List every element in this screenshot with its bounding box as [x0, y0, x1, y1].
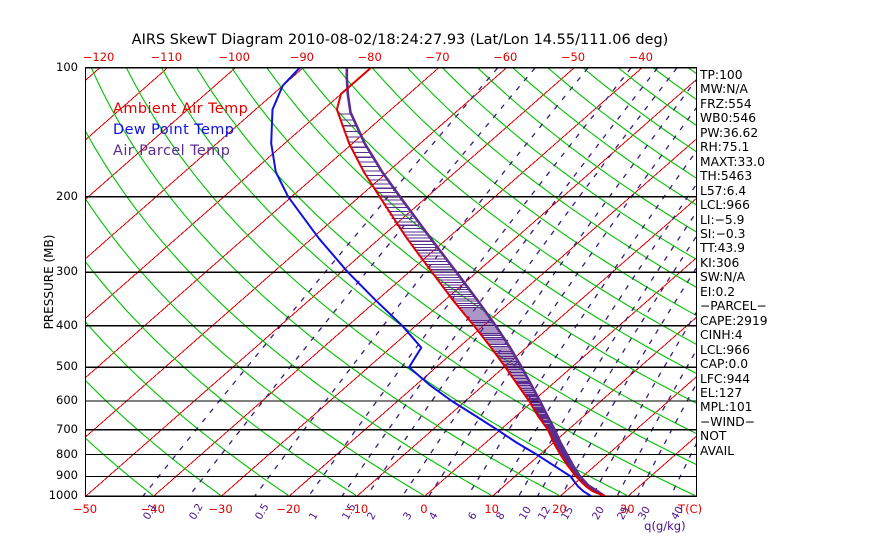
stat-row: CAP:0.0: [700, 357, 749, 372]
top-temp-tick: −80: [357, 50, 382, 64]
bottom-temp-tick: −30: [208, 502, 233, 516]
bottom-temp-tick: 10: [484, 502, 499, 516]
mixing-ratio-tick: 20: [590, 504, 608, 522]
mixing-ratio-tick: 4: [427, 510, 441, 522]
skewt-plot-area: [85, 67, 697, 497]
stat-row: MW:N/A: [700, 82, 748, 97]
stat-row: FRZ:554: [700, 96, 752, 111]
pressure-tick: 700: [56, 421, 78, 436]
stat-row: CINH:4: [700, 328, 743, 343]
mixing-ratio-tick: 3: [400, 510, 415, 522]
top-temp-tick: −120: [82, 50, 115, 64]
stat-row: TP:100: [700, 68, 743, 82]
bottom-temp-tick: −40: [140, 502, 165, 516]
stat-row: LFC:944: [700, 371, 751, 386]
mixing-ratio-tick: 1: [306, 510, 321, 522]
stat-row: LI:−5.9: [700, 212, 745, 227]
stat-row: CAPE:2919: [700, 313, 768, 328]
stat-row: WB0:546: [700, 111, 757, 126]
bottom-temp-tick: 0: [420, 502, 428, 516]
mixing-ratio-tick: 12: [535, 504, 553, 522]
stat-row: KI:306: [700, 255, 740, 270]
pressure-tick: 100: [56, 60, 78, 74]
stat-row: EI:0.2: [700, 284, 736, 299]
stat-row: PW:36.62: [700, 125, 759, 140]
bottom-temp-tick: −10: [343, 502, 369, 516]
bottom-temp-tick: 20: [552, 502, 567, 516]
pressure-tick: 600: [56, 393, 78, 408]
top-temp-tick: −100: [218, 50, 250, 64]
stat-row: AVAIL: [700, 443, 735, 458]
pressure-axis-label: PRESSURE (MB): [42, 234, 56, 330]
stat-row: NOT: [700, 429, 727, 444]
stat-row: EL:127: [700, 385, 743, 400]
pressure-tick: 300: [56, 264, 78, 279]
top-temp-tick: −40: [628, 50, 653, 64]
temperature-axis-label: T(C): [678, 502, 703, 516]
stat-row: TT:43.9: [700, 241, 745, 256]
top-temp-tick: −110: [150, 50, 183, 64]
page-title: AIRS SkewT Diagram 2010-08-02/18:24:27.9…: [131, 32, 669, 48]
pressure-tick: 500: [56, 359, 78, 374]
stat-row: SI:−0.3: [700, 226, 746, 241]
stat-row: TH:5463: [700, 169, 753, 184]
pressure-tick: 400: [56, 317, 78, 332]
stat-row: MAXT:33.0: [700, 154, 765, 169]
top-temp-tick: −50: [560, 50, 586, 64]
stat-row: MPL:101: [700, 400, 753, 415]
mixing-ratio-tick: 0.2: [187, 501, 206, 522]
pressure-tick: 800: [56, 446, 78, 461]
mixing-ratio-tick: 8: [494, 510, 508, 522]
stat-row: L57:6.4: [700, 183, 747, 198]
top-temp-tick: −90: [289, 50, 315, 64]
pressure-tick: 200: [56, 188, 78, 203]
stat-row: RH:75.1: [700, 140, 750, 155]
stat-row: −PARCEL−: [700, 299, 767, 314]
top-temp-tick: −60: [493, 50, 518, 64]
pressure-tick: 900: [56, 468, 78, 483]
mixing-ratio-tick: 6: [465, 510, 480, 522]
bottom-temp-tick: 30: [619, 502, 635, 516]
stat-row: SW:N/A: [700, 270, 746, 285]
top-temp-tick: −70: [425, 50, 450, 64]
stat-row: LCL:966: [700, 342, 750, 357]
bottom-temp-tick: −50: [72, 502, 98, 516]
legend-item-2: Air Parcel Temp: [113, 143, 231, 159]
stat-row: −WIND−: [700, 414, 756, 429]
pressure-tick: 1000: [48, 488, 78, 502]
bottom-temp-tick: −20: [276, 502, 301, 516]
mixing-ratio-tick: 10: [516, 504, 534, 522]
skewt-canvas: [86, 68, 696, 496]
mixing-ratio-tick: 0.5: [252, 501, 272, 522]
stat-row: LCL:966: [700, 198, 750, 213]
sounding-stats-panel: TP:100 MW:N/A FRZ:554 WB0:546 PW:36.62 RH:75.…: [700, 68, 866, 458]
legend-item-0: Ambient Air Temp: [113, 101, 249, 117]
mixing-ratio-axis-label: q(g/kg): [644, 519, 686, 533]
legend-item-1: Dew Point Temp: [113, 122, 235, 138]
mixing-ratio-tick: 2: [364, 510, 379, 522]
